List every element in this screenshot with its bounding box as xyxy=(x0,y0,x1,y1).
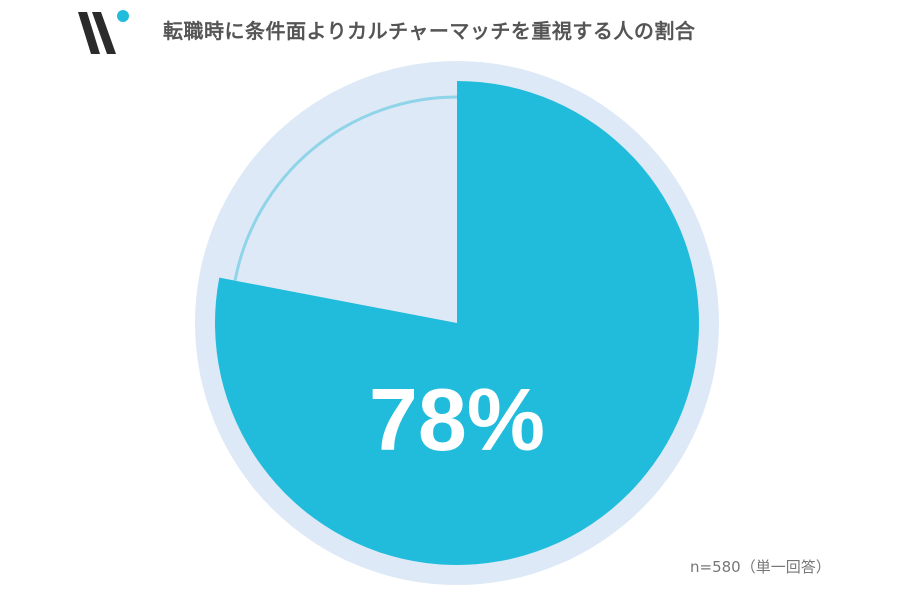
remaining-arc xyxy=(233,95,458,281)
brand-logo xyxy=(78,10,129,54)
footnote: n=580（単一回答） xyxy=(690,558,831,576)
pie-slice xyxy=(214,81,699,565)
chart-title: 転職時に条件面よりカルチャーマッチを重視する人の割合 xyxy=(163,19,696,43)
slice-label: 78% xyxy=(369,370,545,469)
